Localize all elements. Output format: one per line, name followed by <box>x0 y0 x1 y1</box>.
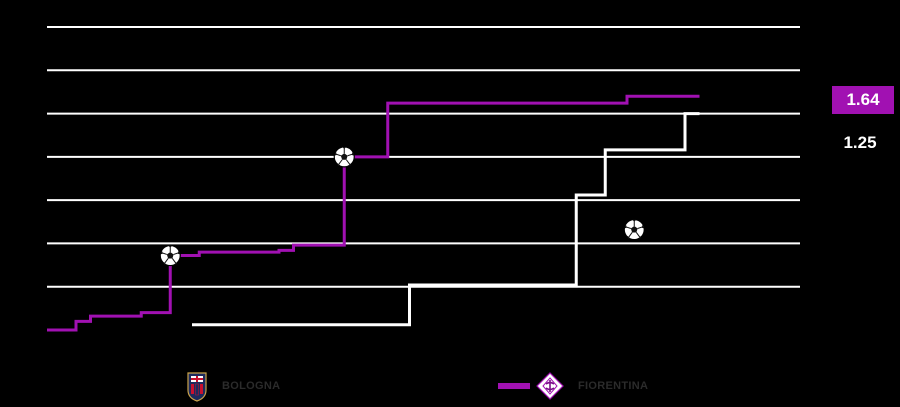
fiorentina-final-xg-label: 1.64 <box>832 86 894 114</box>
legend-item-bologna: BOLOGNA <box>186 370 280 402</box>
bologna-final-xg-label: 1.25 <box>843 133 877 152</box>
series-layer <box>47 94 700 332</box>
series-line-bologna <box>192 112 700 327</box>
grid-lines <box>47 26 800 288</box>
legend-label-bologna: BOLOGNA <box>222 380 281 392</box>
legend-item-fiorentina: FIORENTINA <box>498 370 648 402</box>
soccer-ball-icon <box>333 146 355 168</box>
series-line-fiorentina <box>47 94 700 332</box>
legend-label-fiorentina: FIORENTINA <box>578 380 649 392</box>
fiorentina-crest-icon <box>536 372 564 400</box>
bologna-crest-icon <box>186 370 208 402</box>
goals-layer <box>159 146 645 267</box>
fiorentina-legend-swatch <box>498 383 530 389</box>
soccer-ball-icon <box>623 218 645 241</box>
soccer-ball-icon <box>159 244 181 267</box>
